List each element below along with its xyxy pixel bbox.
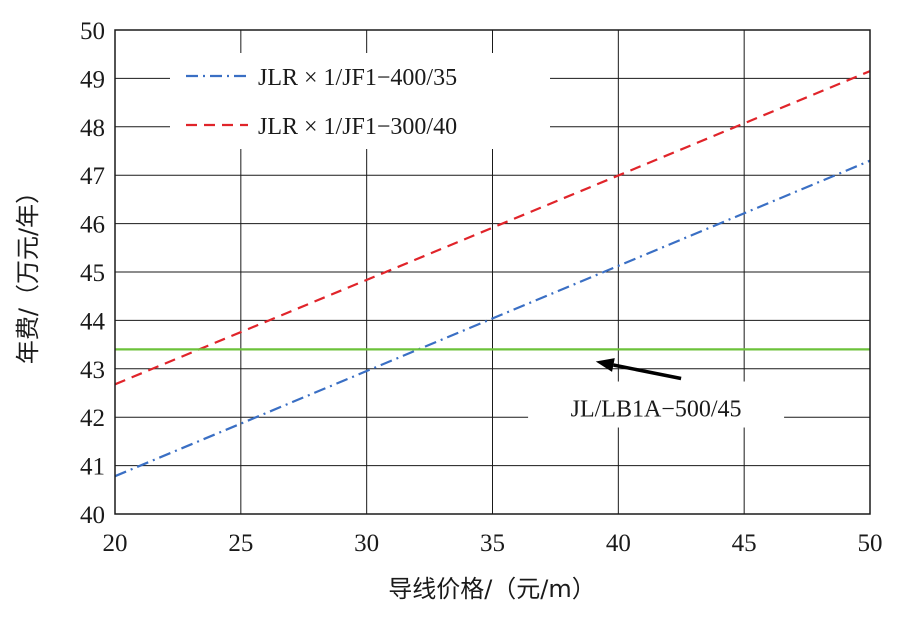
x-tick-label-35: 35 (480, 530, 505, 557)
series-layer (114, 70, 871, 478)
y-tick-label-48: 48 (80, 115, 105, 142)
tick-labels: 20 25 30 35 40 45 50 40 41 42 43 44 45 46 47 48 49 50 (80, 18, 883, 557)
legend-label-2: JLR × 1/JF1−300/40 (258, 114, 457, 140)
y-tick-label-50: 50 (80, 18, 105, 45)
y-tick-label-42: 42 (80, 405, 105, 432)
y-tick-label-45: 45 (80, 260, 105, 287)
legend: JLR × 1/JF1−400/35 JLR × 1/JF1−300/40 (170, 53, 550, 149)
y-tick-label-49: 49 (80, 66, 105, 93)
y-tick-label-40: 40 (80, 502, 105, 529)
y-tick-label-46: 46 (80, 212, 105, 239)
annotation-label-1: JL/LB1A−500/45 (571, 397, 742, 423)
annotation-arrow-shaft-1 (613, 363, 682, 381)
y-tick-label-47: 47 (80, 163, 105, 190)
y-axis-label: 年费/（万元/年） (14, 180, 42, 364)
x-tick-label-40: 40 (606, 530, 631, 557)
plot-frame (114, 29, 871, 515)
y-tick-label-44: 44 (80, 308, 106, 335)
x-tick-label-50: 50 (858, 530, 883, 557)
legend-label-1: JLR × 1/JF1−400/35 (258, 65, 457, 91)
y-tick-label-41: 41 (80, 454, 105, 481)
x-tick-label-25: 25 (228, 530, 253, 557)
y-tick-label-43: 43 (80, 357, 105, 384)
x-tick-label-45: 45 (732, 530, 757, 557)
x-tick-label-30: 30 (354, 530, 379, 557)
annotations: JL/LB1A−500/45 (528, 358, 785, 428)
x-tick-label-20: 20 (103, 530, 128, 557)
series-line-2 (114, 70, 871, 386)
legend-box (170, 53, 550, 149)
annotation-arrow-head-1 (595, 358, 615, 372)
annotation-box-1 (528, 381, 785, 428)
x-axis-label: 导线价格/（元/m） (388, 575, 596, 603)
series-line-1 (114, 159, 871, 478)
